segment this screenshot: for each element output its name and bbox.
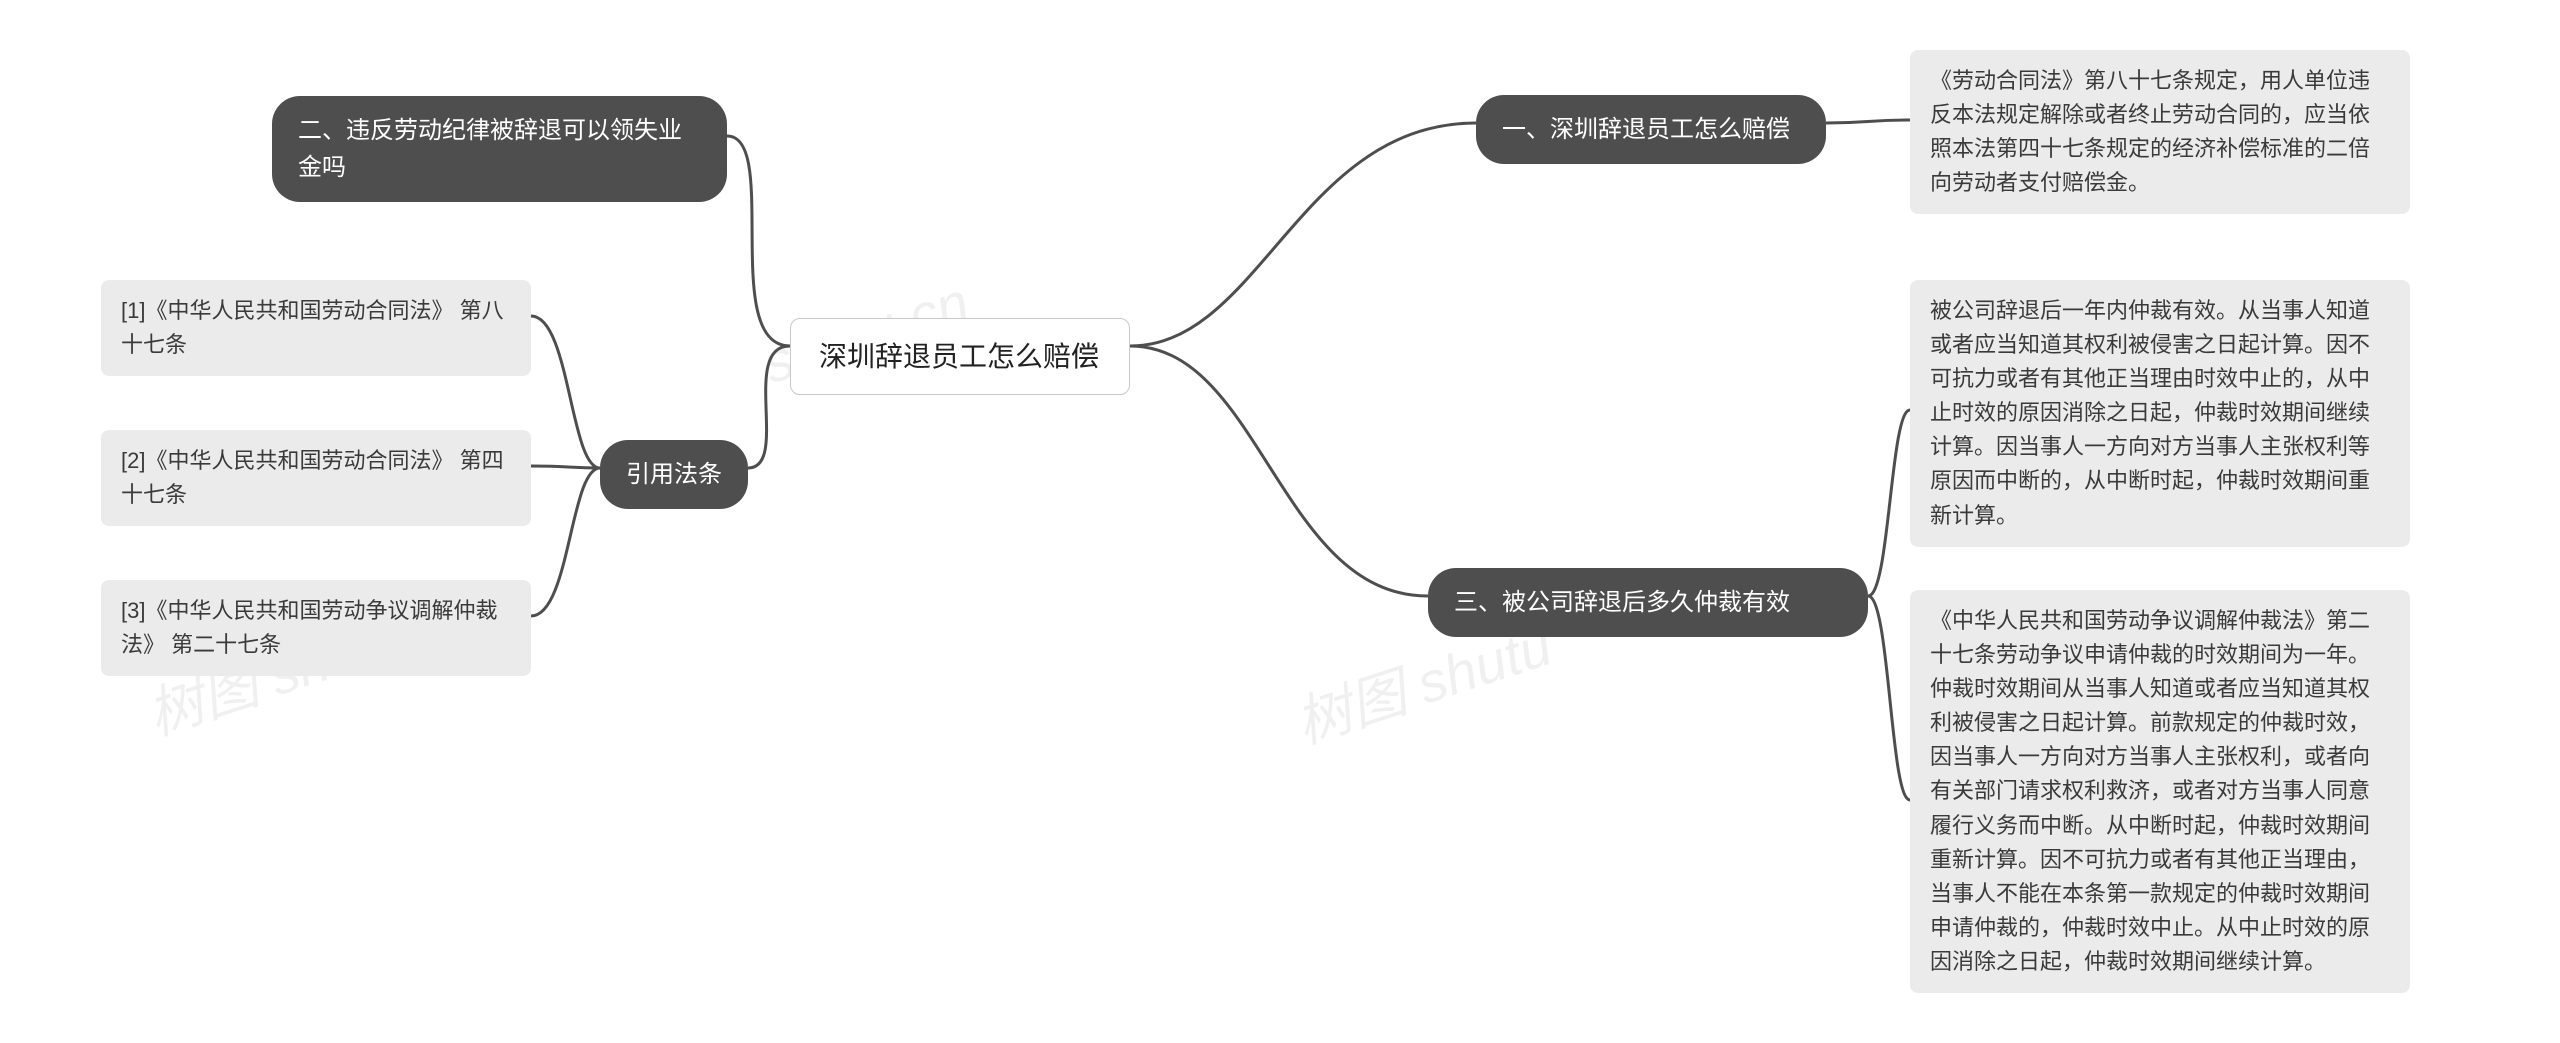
leaf-right-2-1: 被公司辞退后一年内仲裁有效。从当事人知道或者应当知道其权利被侵害之日起计算。因不… bbox=[1910, 280, 2410, 547]
branch-left-1[interactable]: 二、违反劳动纪律被辞退可以领失业金吗 bbox=[272, 96, 727, 202]
leaf-left-2-2: [2]《中华人民共和国劳动合同法》 第四十七条 bbox=[101, 430, 531, 526]
leaf-right-2-2: 《中华人民共和国劳动争议调解仲裁法》第二十七条劳动争议申请仲裁的时效期间为一年。… bbox=[1910, 590, 2410, 993]
branch-right-2[interactable]: 三、被公司辞退后多久仲裁有效 bbox=[1428, 568, 1868, 637]
leaf-left-2-3: [3]《中华人民共和国劳动争议调解仲裁法》 第二十七条 bbox=[101, 580, 531, 676]
branch-left-2[interactable]: 引用法条 bbox=[600, 440, 748, 509]
branch-right-1[interactable]: 一、深圳辞退员工怎么赔偿 bbox=[1476, 95, 1826, 164]
leaf-right-1-1: 《劳动合同法》第八十七条规定，用人单位违反本法规定解除或者终止劳动合同的，应当依… bbox=[1910, 50, 2410, 214]
root-node[interactable]: 深圳辞退员工怎么赔偿 bbox=[790, 318, 1130, 395]
leaf-left-2-1: [1]《中华人民共和国劳动合同法》 第八十七条 bbox=[101, 280, 531, 376]
